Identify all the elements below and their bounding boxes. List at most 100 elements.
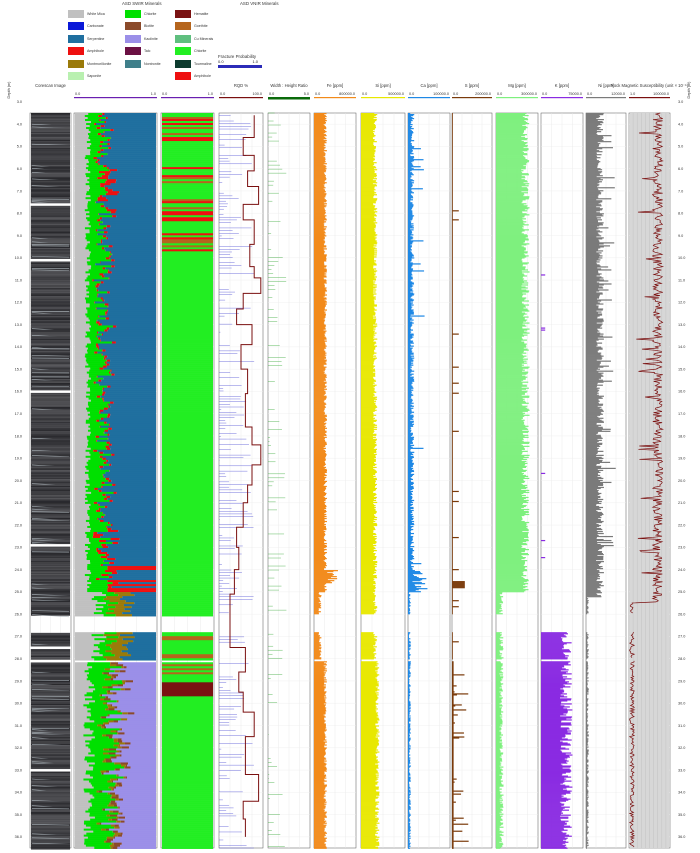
depth-tick-label: 14.0 (15, 345, 22, 349)
fe-value-bar (314, 221, 327, 223)
si-value-bar (361, 679, 378, 681)
fe-value-bar (314, 278, 324, 280)
swir-mineral-bar (98, 790, 103, 793)
swir-mineral-bar (110, 704, 113, 707)
ca-value-bar (408, 170, 412, 172)
swir-mineral-bar (75, 197, 86, 200)
swir-mineral-bar (86, 381, 94, 384)
swir-mineral-bar (75, 201, 88, 204)
swir-mineral-bar (108, 405, 111, 408)
si-value-bar (361, 217, 375, 219)
core-image-strip (31, 161, 70, 163)
ca-value-bar (408, 305, 412, 307)
swir-mineral-bar (91, 784, 115, 787)
vnir-mineral-bar (162, 523, 213, 527)
swir-mineral-bar (88, 800, 111, 803)
fe-value-bar (314, 484, 324, 487)
fe-value-bar (314, 169, 326, 171)
fe-value-bar (314, 150, 327, 152)
vnir-mineral-bar (162, 774, 213, 777)
vnir-mineral-bar (162, 339, 213, 342)
vnir-legend-item: Tourmaline (175, 59, 212, 68)
si-value-bar (361, 405, 377, 407)
si-value-bar (361, 464, 376, 466)
swir-mineral-bar (110, 495, 156, 499)
swir-mineral-bar (75, 293, 87, 296)
vnir-mineral-bar (162, 269, 213, 272)
swir-mineral-bar (103, 165, 107, 168)
core-image-strip (31, 595, 70, 597)
si-value-bar (361, 323, 378, 325)
core-image-strip (31, 475, 70, 477)
swir-mineral-bar (91, 634, 104, 637)
ca-value-bar (408, 268, 414, 270)
swir-mineral-bar (85, 810, 110, 813)
swir-mineral-bar (111, 463, 156, 467)
core-image-strip (31, 407, 70, 409)
ca-value-bar (408, 397, 411, 399)
swir-mineral-bar (105, 612, 123, 615)
si-value-bar (361, 247, 376, 249)
swir-mineral-bar (87, 525, 107, 529)
swir-mineral-bar (106, 235, 156, 238)
swir-mineral-bar (85, 395, 97, 398)
core-image-strip (31, 813, 70, 815)
swir-mineral-bar (102, 485, 156, 489)
swir-mineral-bar (99, 435, 156, 439)
swir-mineral-bar (86, 333, 102, 336)
fe-value-bar (314, 782, 325, 784)
swir-mineral-bar (108, 696, 156, 699)
vnir-mineral-bar (162, 327, 213, 330)
fe-value-bar (314, 499, 326, 502)
swir-mineral-bar (86, 535, 93, 539)
fe-value-bar (314, 719, 325, 721)
ca-value-bar (408, 281, 413, 283)
si-value-bar (361, 134, 375, 136)
core-image-strip (31, 664, 70, 667)
vnir-mineral-bar (162, 159, 213, 162)
swir-mineral-bar (75, 477, 90, 481)
core-image-strip (31, 806, 70, 809)
ca-value-bar (408, 269, 413, 271)
fe-value-bar (314, 259, 326, 261)
swir-mineral-bar (75, 159, 89, 162)
core-vein (31, 385, 70, 387)
si-value-bar (361, 334, 376, 336)
fe-value-bar (314, 171, 326, 173)
core-image-strip (31, 549, 70, 552)
ca-value-bar (408, 317, 413, 319)
ca-value-bar (408, 264, 413, 266)
core-image-strip (31, 694, 70, 696)
swir-mineral-bar (75, 549, 86, 553)
fe-value-bar (314, 540, 324, 543)
swir-mineral-bar (112, 686, 156, 689)
swir-mineral-bar (75, 129, 89, 132)
swir-mineral-bar (86, 706, 109, 709)
si-value-bar (361, 167, 377, 169)
core-image-strip (31, 562, 70, 564)
si-value-bar (361, 204, 374, 206)
depth-tick-label: 21.0 (15, 501, 22, 505)
swir-mineral-bar (86, 495, 107, 499)
fe-value-bar (314, 409, 325, 411)
si-value-bar (361, 832, 378, 834)
core-image-strip (31, 296, 70, 298)
si-value-bar (361, 408, 375, 410)
core-image-strip (31, 223, 70, 226)
si-value-bar (361, 677, 376, 679)
si-value-bar (361, 835, 377, 837)
core-image-strip (31, 635, 70, 638)
si-value-bar (361, 404, 376, 406)
swir-mineral-bar (92, 690, 107, 693)
swir-mineral-bar (103, 273, 156, 276)
fe-value-bar (314, 493, 326, 496)
vnir-mineral-bar (162, 229, 213, 232)
vnir-mineral-bar (162, 345, 213, 348)
swir-mineral-bar (84, 543, 102, 547)
ca-value-bar (408, 195, 413, 197)
si-value-bar (361, 524, 378, 527)
swir-mineral-bar (102, 808, 106, 811)
si-value-bar (361, 386, 374, 388)
fe-value-bar (314, 284, 325, 286)
ca-value-bar (408, 213, 413, 215)
